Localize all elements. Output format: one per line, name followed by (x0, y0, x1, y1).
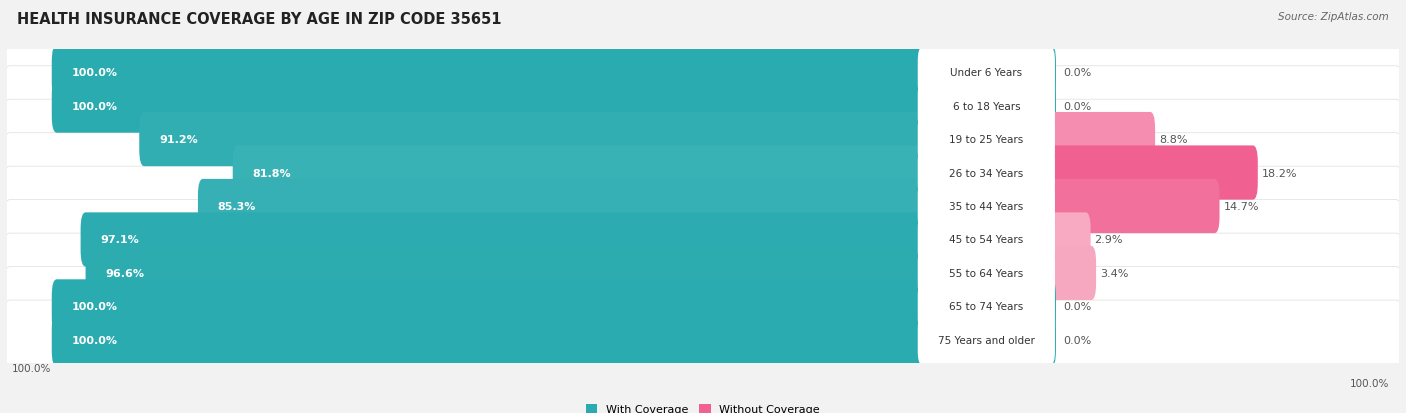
FancyBboxPatch shape (198, 180, 1056, 233)
FancyBboxPatch shape (1, 133, 1405, 213)
Text: 0.0%: 0.0% (1063, 101, 1091, 112)
Text: 0.0%: 0.0% (1063, 301, 1091, 312)
FancyBboxPatch shape (1, 66, 1405, 146)
FancyBboxPatch shape (52, 79, 1056, 133)
Text: 96.6%: 96.6% (105, 268, 145, 278)
FancyBboxPatch shape (918, 82, 1054, 131)
FancyBboxPatch shape (918, 115, 1054, 164)
Text: 100.0%: 100.0% (72, 101, 118, 112)
Text: 0.0%: 0.0% (1063, 68, 1091, 78)
Text: 91.2%: 91.2% (159, 135, 198, 145)
Text: Under 6 Years: Under 6 Years (950, 68, 1022, 78)
FancyBboxPatch shape (1, 267, 1405, 347)
FancyBboxPatch shape (1, 300, 1405, 380)
Text: Source: ZipAtlas.com: Source: ZipAtlas.com (1278, 12, 1389, 22)
FancyBboxPatch shape (1, 100, 1405, 180)
Text: 55 to 64 Years: 55 to 64 Years (949, 268, 1024, 278)
Text: 0.0%: 0.0% (1063, 335, 1091, 345)
Text: 6 to 18 Years: 6 to 18 Years (952, 101, 1021, 112)
Text: 18.2%: 18.2% (1261, 168, 1298, 178)
FancyBboxPatch shape (1049, 213, 1091, 267)
FancyBboxPatch shape (918, 49, 1054, 97)
FancyBboxPatch shape (139, 113, 1056, 167)
FancyBboxPatch shape (1049, 146, 1258, 200)
Text: 2.9%: 2.9% (1095, 235, 1123, 245)
FancyBboxPatch shape (1, 233, 1405, 313)
Text: 100.0%: 100.0% (72, 301, 118, 312)
Text: 85.3%: 85.3% (218, 202, 256, 211)
FancyBboxPatch shape (918, 182, 1054, 231)
FancyBboxPatch shape (1049, 246, 1097, 300)
Legend: With Coverage, Without Coverage: With Coverage, Without Coverage (586, 404, 820, 413)
Text: 81.8%: 81.8% (253, 168, 291, 178)
FancyBboxPatch shape (80, 213, 1056, 267)
Text: 100.0%: 100.0% (13, 363, 52, 373)
FancyBboxPatch shape (52, 280, 1056, 334)
Text: 65 to 74 Years: 65 to 74 Years (949, 301, 1024, 312)
FancyBboxPatch shape (1049, 180, 1219, 233)
Text: 100.0%: 100.0% (72, 68, 118, 78)
Text: 19 to 25 Years: 19 to 25 Years (949, 135, 1024, 145)
FancyBboxPatch shape (1049, 113, 1156, 167)
Text: 35 to 44 Years: 35 to 44 Years (949, 202, 1024, 211)
FancyBboxPatch shape (918, 216, 1054, 264)
FancyBboxPatch shape (233, 146, 1056, 200)
Text: 45 to 54 Years: 45 to 54 Years (949, 235, 1024, 245)
Text: 97.1%: 97.1% (100, 235, 139, 245)
Text: 26 to 34 Years: 26 to 34 Years (949, 168, 1024, 178)
FancyBboxPatch shape (918, 249, 1054, 298)
FancyBboxPatch shape (918, 316, 1054, 364)
Text: 100.0%: 100.0% (1350, 378, 1389, 388)
FancyBboxPatch shape (52, 46, 1056, 100)
Text: 8.8%: 8.8% (1159, 135, 1188, 145)
Text: 14.7%: 14.7% (1223, 202, 1258, 211)
Text: 3.4%: 3.4% (1099, 268, 1129, 278)
Text: 75 Years and older: 75 Years and older (938, 335, 1035, 345)
Text: HEALTH INSURANCE COVERAGE BY AGE IN ZIP CODE 35651: HEALTH INSURANCE COVERAGE BY AGE IN ZIP … (17, 12, 502, 27)
FancyBboxPatch shape (1, 33, 1405, 113)
Text: 100.0%: 100.0% (72, 335, 118, 345)
FancyBboxPatch shape (86, 246, 1056, 300)
FancyBboxPatch shape (52, 313, 1056, 367)
FancyBboxPatch shape (918, 282, 1054, 331)
FancyBboxPatch shape (1, 200, 1405, 280)
FancyBboxPatch shape (1, 167, 1405, 246)
FancyBboxPatch shape (918, 149, 1054, 197)
